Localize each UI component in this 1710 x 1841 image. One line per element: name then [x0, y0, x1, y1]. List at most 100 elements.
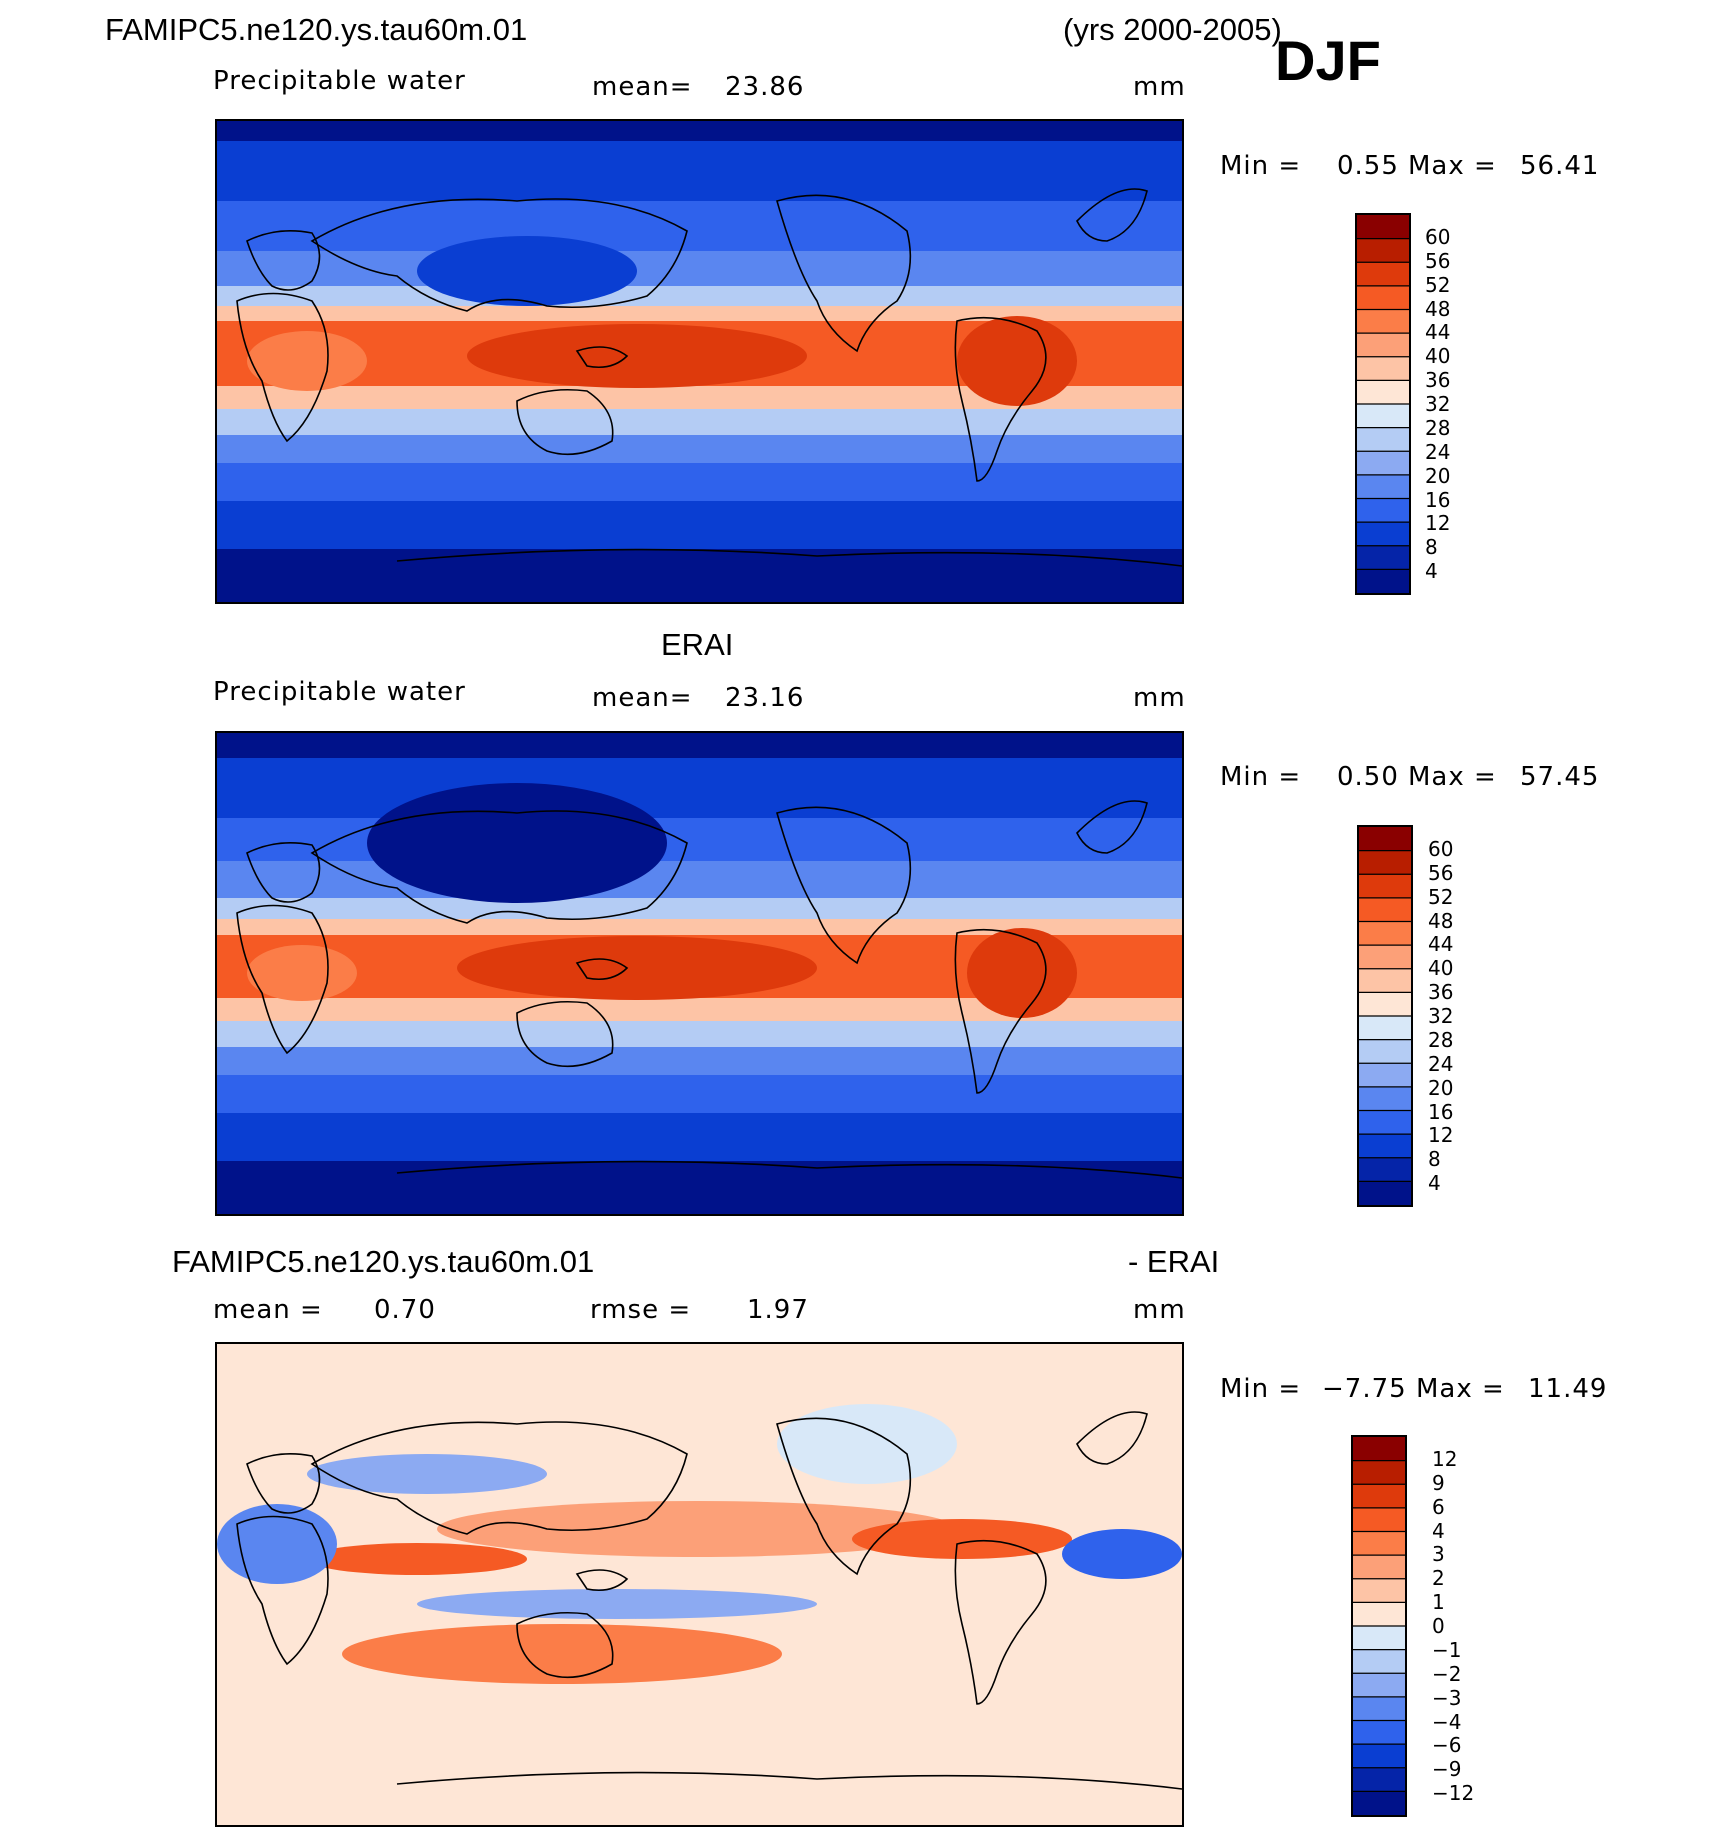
panel2-colorbar-svg — [1359, 827, 1411, 1205]
colorbar-tick-label: 12 — [1425, 511, 1451, 536]
colorbar-tick-label: 40 — [1425, 344, 1451, 369]
colorbar-swatch — [1357, 427, 1409, 452]
colorbar-swatch — [1353, 1507, 1405, 1533]
colorbar-swatch — [1353, 1602, 1405, 1627]
colorbar-swatch — [1353, 1720, 1405, 1745]
africa-moist — [247, 331, 367, 391]
colorbar-tick-label: 52 — [1425, 272, 1451, 297]
diff-nh-tropics-pos — [437, 1501, 957, 1557]
colorbar-tick-label: 48 — [1425, 296, 1451, 321]
panel1-colorbar-svg — [1357, 215, 1409, 593]
diff-australia-pos — [342, 1624, 782, 1684]
colorbar-tick-label: −4 — [1432, 1709, 1462, 1734]
colorbar-swatch — [1359, 921, 1411, 946]
colorbar-tick-label: 32 — [1425, 392, 1451, 416]
panel1-colorbar — [1355, 213, 1411, 595]
colorbar-tick-label: 60 — [1428, 836, 1454, 861]
colorbar-tick-label: 16 — [1428, 1099, 1454, 1124]
colorbar-tick-label: 8 — [1425, 535, 1438, 560]
colorbar-swatch — [1357, 309, 1409, 334]
colorbar-tick-label: 4 — [1425, 559, 1438, 584]
panel3-map-svg — [217, 1344, 1182, 1825]
colorbar-swatch — [1357, 215, 1409, 240]
panel2-mean-label: mean= — [592, 683, 693, 713]
colorbar-tick-label: 28 — [1428, 1027, 1454, 1052]
panel3-min-label: Min = — [1220, 1374, 1302, 1404]
colorbar-tick-label: 9 — [1432, 1470, 1445, 1495]
nh-sub-band — [217, 861, 1182, 901]
colorbar-swatch — [1359, 945, 1411, 970]
nh-high-band — [217, 141, 1182, 201]
case-name: FAMIPC5.ne120.ys.tau60m.01 — [105, 12, 528, 47]
colorbar-tick-label: 6 — [1432, 1494, 1445, 1519]
colorbar-tick-label: 44 — [1428, 932, 1454, 957]
sh-high-band — [217, 501, 1182, 551]
colorbar-tick-label: 3 — [1432, 1542, 1445, 1567]
diff-indian-pos — [307, 1543, 527, 1575]
panel1-map-svg — [217, 121, 1182, 602]
colorbar-tick-label: −2 — [1432, 1661, 1462, 1686]
panel1-min-value: 0.55 — [1337, 151, 1399, 181]
panel2-min-value: 0.50 — [1337, 762, 1399, 792]
colorbar-swatch — [1359, 1086, 1411, 1112]
panel3-mean-label: mean = — [213, 1295, 323, 1325]
sh-sub-band — [217, 409, 1182, 437]
colorbar-swatch — [1353, 1531, 1405, 1556]
colorbar-tick-label: 40 — [1428, 956, 1454, 981]
panel2-units: mm — [1133, 683, 1186, 713]
sh-sub-band — [217, 1021, 1182, 1049]
colorbar-swatch — [1359, 1016, 1411, 1041]
amazon-moist — [957, 316, 1077, 406]
panel1-variable: Precipitable water — [213, 66, 466, 96]
panel2-max-value: 57.45 — [1520, 762, 1600, 792]
africa-moist — [247, 945, 357, 1001]
colorbar-swatch — [1359, 1157, 1411, 1182]
colorbar-tick-label: 60 — [1425, 224, 1451, 249]
colorbar-tick-label: 1 — [1432, 1590, 1445, 1615]
panel1-mean-label: mean= — [592, 72, 693, 102]
panel3-max-value: 11.49 — [1528, 1374, 1608, 1404]
diff-background — [217, 1344, 1182, 1825]
diff-africa-neg — [217, 1504, 337, 1584]
colorbar-swatch — [1353, 1696, 1405, 1722]
asia-dry — [367, 783, 667, 903]
colorbar-tick-label: 36 — [1425, 368, 1451, 393]
panel3-min-value: −7.75 — [1322, 1374, 1407, 1404]
sh-midlat-band — [217, 463, 1182, 503]
warm-pool — [457, 936, 817, 1000]
colorbar-tick-label: 20 — [1428, 1075, 1454, 1100]
sh-midlat-band — [217, 1075, 1182, 1115]
coastlines — [236, 1411, 1182, 1790]
colorbar-tick-label: 24 — [1428, 1051, 1454, 1076]
coastlines — [236, 800, 1182, 1179]
panel3-colorbar-svg — [1353, 1437, 1405, 1815]
colorbar-tick-label: 52 — [1428, 884, 1454, 909]
amazon-moist — [967, 928, 1077, 1018]
colorbar-swatch — [1359, 1110, 1411, 1135]
sh-mid-band — [217, 435, 1182, 465]
colorbar-tick-label: 36 — [1428, 980, 1454, 1005]
panel2-colorbar — [1357, 825, 1413, 1207]
nh-mid-band — [217, 818, 1182, 863]
colorbar-tick-label: 20 — [1425, 463, 1451, 488]
nh-sub-band — [217, 251, 1182, 291]
colorbar-swatch — [1359, 827, 1411, 852]
panel2-map-svg — [217, 733, 1182, 1214]
colorbar-swatch — [1357, 380, 1409, 405]
season-label: DJF — [1275, 29, 1381, 92]
panel1-min-label: Min = — [1220, 151, 1302, 181]
diff-spcz-neg — [417, 1589, 817, 1619]
colorbar-tick-label: 24 — [1425, 439, 1451, 464]
colorbar-swatch — [1357, 285, 1409, 311]
diff-epac-pos — [852, 1519, 1072, 1559]
panel3-max-label: Max = — [1416, 1374, 1505, 1404]
nh-mid-band — [217, 201, 1182, 251]
colorbar-swatch — [1359, 968, 1411, 993]
diff-atl-neg — [1062, 1529, 1182, 1579]
colorbar-swatch — [1357, 262, 1409, 287]
panel2-variable: Precipitable water — [213, 677, 466, 707]
colorbar-tick-label: 56 — [1428, 860, 1454, 885]
asia-dry — [417, 236, 637, 306]
colorbar-tick-label: 44 — [1425, 320, 1451, 345]
colorbar-tick-label: 0 — [1432, 1614, 1445, 1638]
